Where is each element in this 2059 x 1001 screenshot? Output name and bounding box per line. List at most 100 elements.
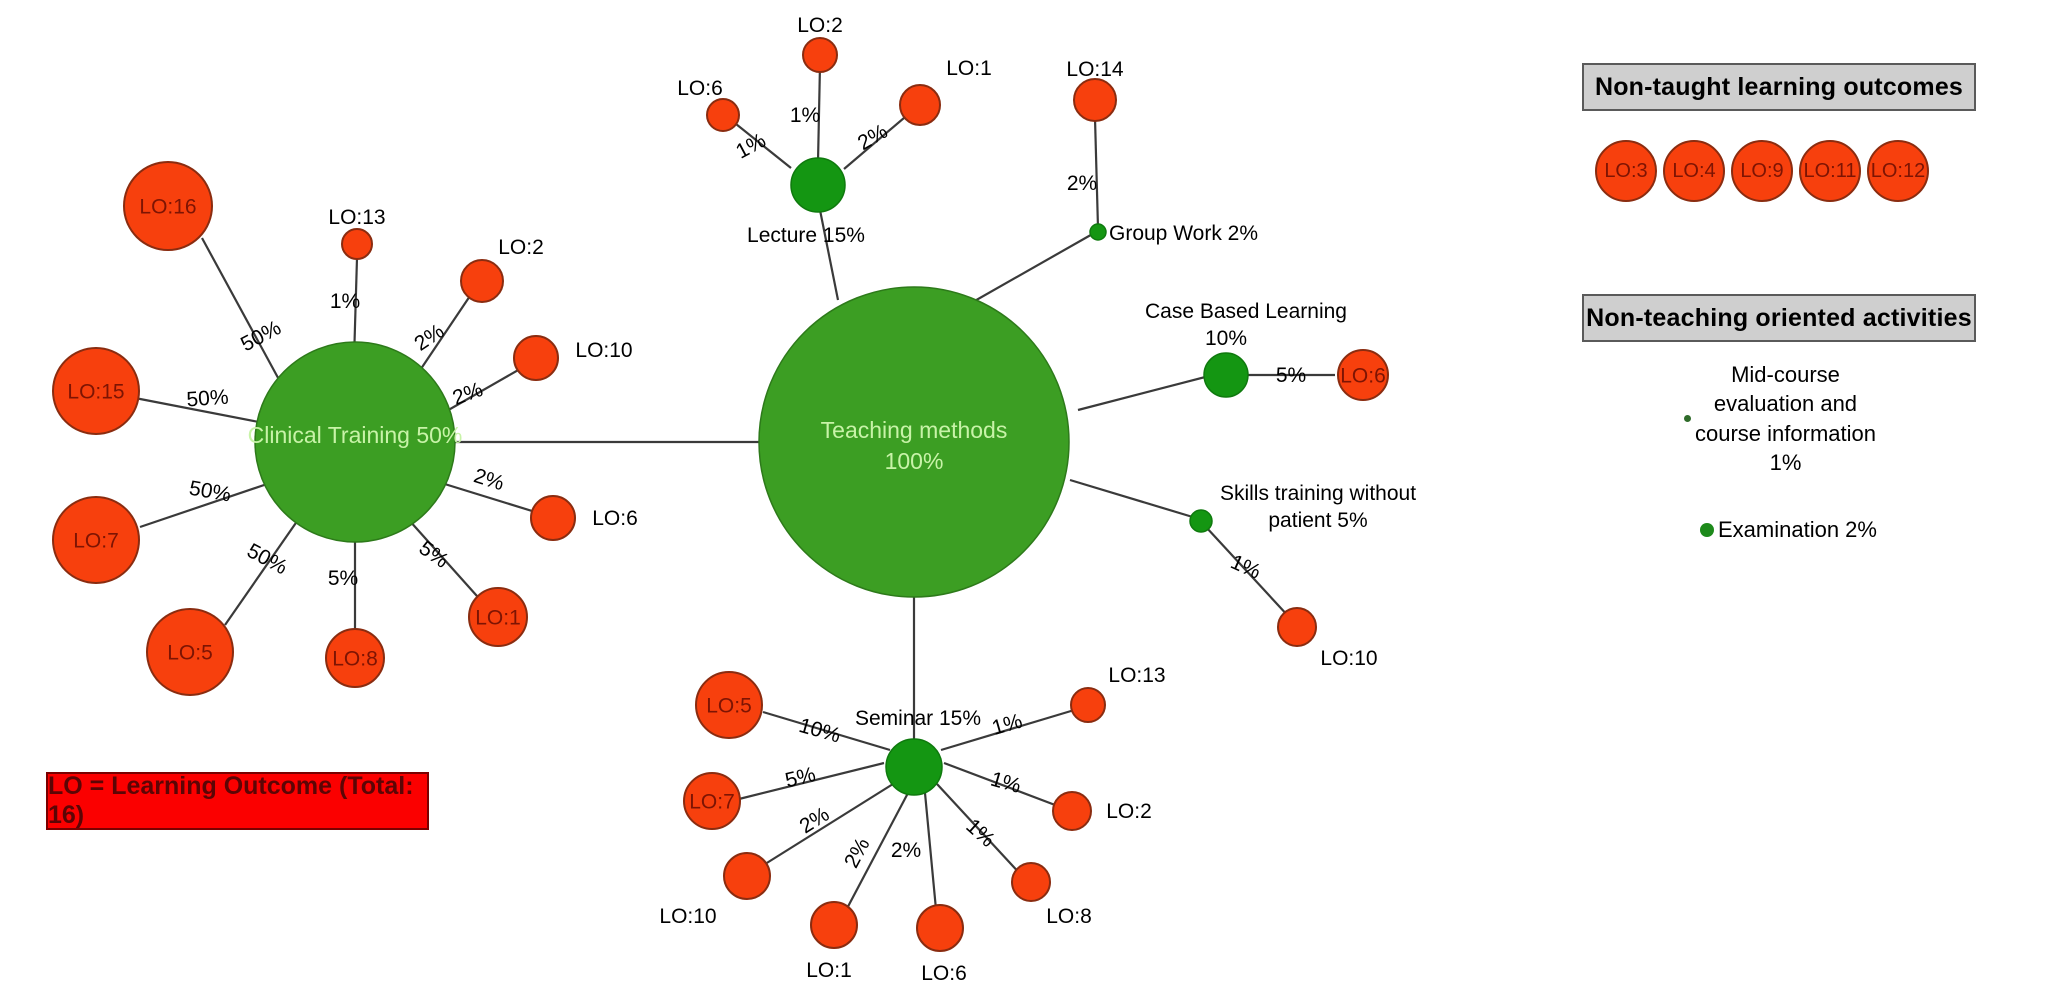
clinical-lo7-node[interactable]: LO:7 [52, 496, 140, 584]
seminar-lo6-node[interactable] [916, 904, 964, 952]
edge-groupwork-lo14 [1093, 117, 1100, 229]
clinical-lo6-label: LO:6 [592, 507, 638, 530]
skills-method-label-line1: Skills training without [1220, 482, 1416, 505]
edge-lecture-lo1 [843, 111, 912, 170]
seminar-edges [738, 706, 1082, 921]
activity-midcourse[interactable]: Mid-course evaluation and course informa… [1684, 360, 1914, 477]
teaching-methods-node[interactable]: Teaching methods 100% [758, 286, 1070, 598]
skills-lo10-node[interactable] [1277, 607, 1317, 647]
clinical-lo8-node[interactable]: LO:8 [325, 628, 385, 688]
weight-clinical-lo7: 50% [187, 477, 232, 507]
skills-lo10-label: LO:10 [1320, 647, 1377, 670]
clinical-lo8-label: LO:8 [332, 648, 378, 671]
skills-node[interactable] [1189, 509, 1213, 533]
seminar-node[interactable] [885, 738, 943, 796]
weight-lecture-lo2: 1% [790, 104, 820, 127]
non-taught-lo12[interactable]: LO:12 [1867, 140, 1929, 202]
cbl-node[interactable] [1203, 352, 1249, 398]
clinical-lo15-node[interactable]: LO:15 [52, 347, 140, 435]
lecture-lo2-node[interactable] [802, 37, 838, 73]
seminar-lo1-node[interactable] [810, 901, 858, 949]
edge-root-skills [1069, 478, 1197, 520]
learning-outcome-key-text: LO = Learning Outcome (Total: 16) [48, 772, 414, 829]
seminar-lo6-label: LO:6 [921, 962, 967, 985]
non-taught-lo9[interactable]: LO:9 [1731, 140, 1793, 202]
teaching-methods-label-line2: 100% [885, 448, 944, 474]
weight-seminar-lo6: 2% [891, 839, 921, 862]
weight-clinical-lo13: 1% [330, 290, 360, 313]
seminar-lo13-node[interactable] [1070, 687, 1106, 723]
non-taught-lo4[interactable]: LO:4 [1663, 140, 1725, 202]
clinical-lo13-node[interactable] [341, 228, 373, 260]
weight-seminar-lo10: 2% [796, 803, 834, 839]
lecture-edges [730, 64, 912, 170]
groupwork-lo14-node[interactable] [1073, 78, 1117, 122]
clinical-training-node[interactable]: Clinical Training 50% [248, 341, 463, 543]
non-taught-lo11[interactable]: LO:11 [1799, 140, 1861, 202]
cbl-method-label-line1: Case Based Learning [1145, 300, 1347, 323]
edge-clinical-lo15 [134, 396, 265, 425]
seminar-method-label: Seminar 15% [855, 707, 981, 730]
edge-root-cbl [1077, 373, 1214, 412]
skills-edges [1205, 526, 1291, 619]
cbl-lo6-label: LO:6 [1340, 365, 1386, 388]
lecture-node[interactable] [790, 157, 846, 213]
examination-dot-icon [1700, 522, 1714, 537]
seminar-lo10-node[interactable] [723, 852, 771, 900]
edge-root-lecture [816, 199, 840, 301]
edge-lecture-lo6 [730, 119, 792, 169]
seminar-lo7-label: LO:7 [689, 791, 735, 814]
lecture-lo6-label: LO:6 [677, 77, 723, 100]
weight-cbl-lo6: 5% [1276, 364, 1306, 387]
seminar-lo5-node[interactable]: LO:5 [695, 671, 763, 739]
midcourse-dot-icon [1684, 415, 1691, 422]
activity-midcourse-line4: 1% [1769, 449, 1802, 475]
lecture-lo6-node[interactable] [706, 98, 740, 132]
weight-lecture-lo6: 1% [732, 129, 770, 164]
clinical-lo5-label: LO:5 [167, 642, 213, 665]
edge-clinical-lo5 [224, 516, 301, 626]
lecture-edge-weights: 1% 1% 2% [732, 104, 891, 164]
clinical-lo6-node[interactable] [530, 495, 576, 541]
groupwork-node[interactable] [1089, 223, 1107, 241]
cbl-lo6-node[interactable]: LO:6 [1337, 349, 1389, 401]
weight-clinical-lo8: 5% [328, 567, 358, 590]
edge-seminar-lo13 [940, 706, 1082, 752]
edge-seminar-lo1 [842, 792, 909, 917]
clinical-lo15-label: LO:15 [67, 381, 124, 404]
seminar-lo2-label: LO:2 [1106, 800, 1152, 823]
seminar-lo2-node[interactable] [1052, 791, 1092, 831]
seminar-lo8-node[interactable] [1011, 862, 1051, 902]
clinical-lo10-node[interactable] [513, 335, 559, 381]
weight-clinical-lo6: 2% [471, 464, 507, 495]
edge-clinical-lo1 [399, 509, 486, 606]
lecture-lo1-node[interactable] [899, 84, 941, 126]
clinical-lo10-label: LO:10 [575, 339, 632, 362]
clinical-lo5-node[interactable]: LO:5 [146, 608, 234, 696]
clinical-lo1-node[interactable]: LO:1 [468, 587, 528, 647]
edge-seminar-lo7 [738, 761, 885, 801]
seminar-lo10-label: LO:10 [659, 905, 716, 928]
activity-midcourse-line2: evaluation and [1713, 391, 1858, 417]
lecture-method-label: Lecture 15% [747, 224, 865, 247]
clinical-lo16-node[interactable]: LO:16 [123, 161, 213, 251]
clinical-lo16-label: LO:16 [139, 196, 196, 219]
weight-seminar-lo5: 10% [796, 714, 843, 748]
weight-clinical-lo15: 50% [186, 386, 230, 412]
clinical-lo2-node[interactable] [460, 259, 504, 303]
activity-examination[interactable]: Examination 2% [1700, 515, 1877, 544]
lecture-lo1-label: LO:1 [946, 57, 992, 80]
seminar-lo7-node[interactable]: LO:7 [683, 772, 741, 830]
weight-seminar-lo13: 1% [989, 710, 1025, 740]
non-teaching-activities-panel-title: Non-teaching oriented activities [1586, 303, 1972, 332]
cbl-edge-weights: 5% [1276, 364, 1306, 387]
weight-clinical-lo5: 50% [243, 539, 291, 579]
seminar-lo13-label: LO:13 [1108, 664, 1165, 687]
weight-seminar-lo7: 5% [783, 763, 818, 793]
skills-method-label-line2: patient 5% [1268, 509, 1367, 532]
clinical-lo13-label: LO:13 [328, 206, 385, 229]
groupwork-method-label: Group Work 2% [1109, 222, 1258, 245]
non-taught-lo3[interactable]: LO:3 [1595, 140, 1657, 202]
edge-clinical-lo7 [139, 481, 271, 529]
